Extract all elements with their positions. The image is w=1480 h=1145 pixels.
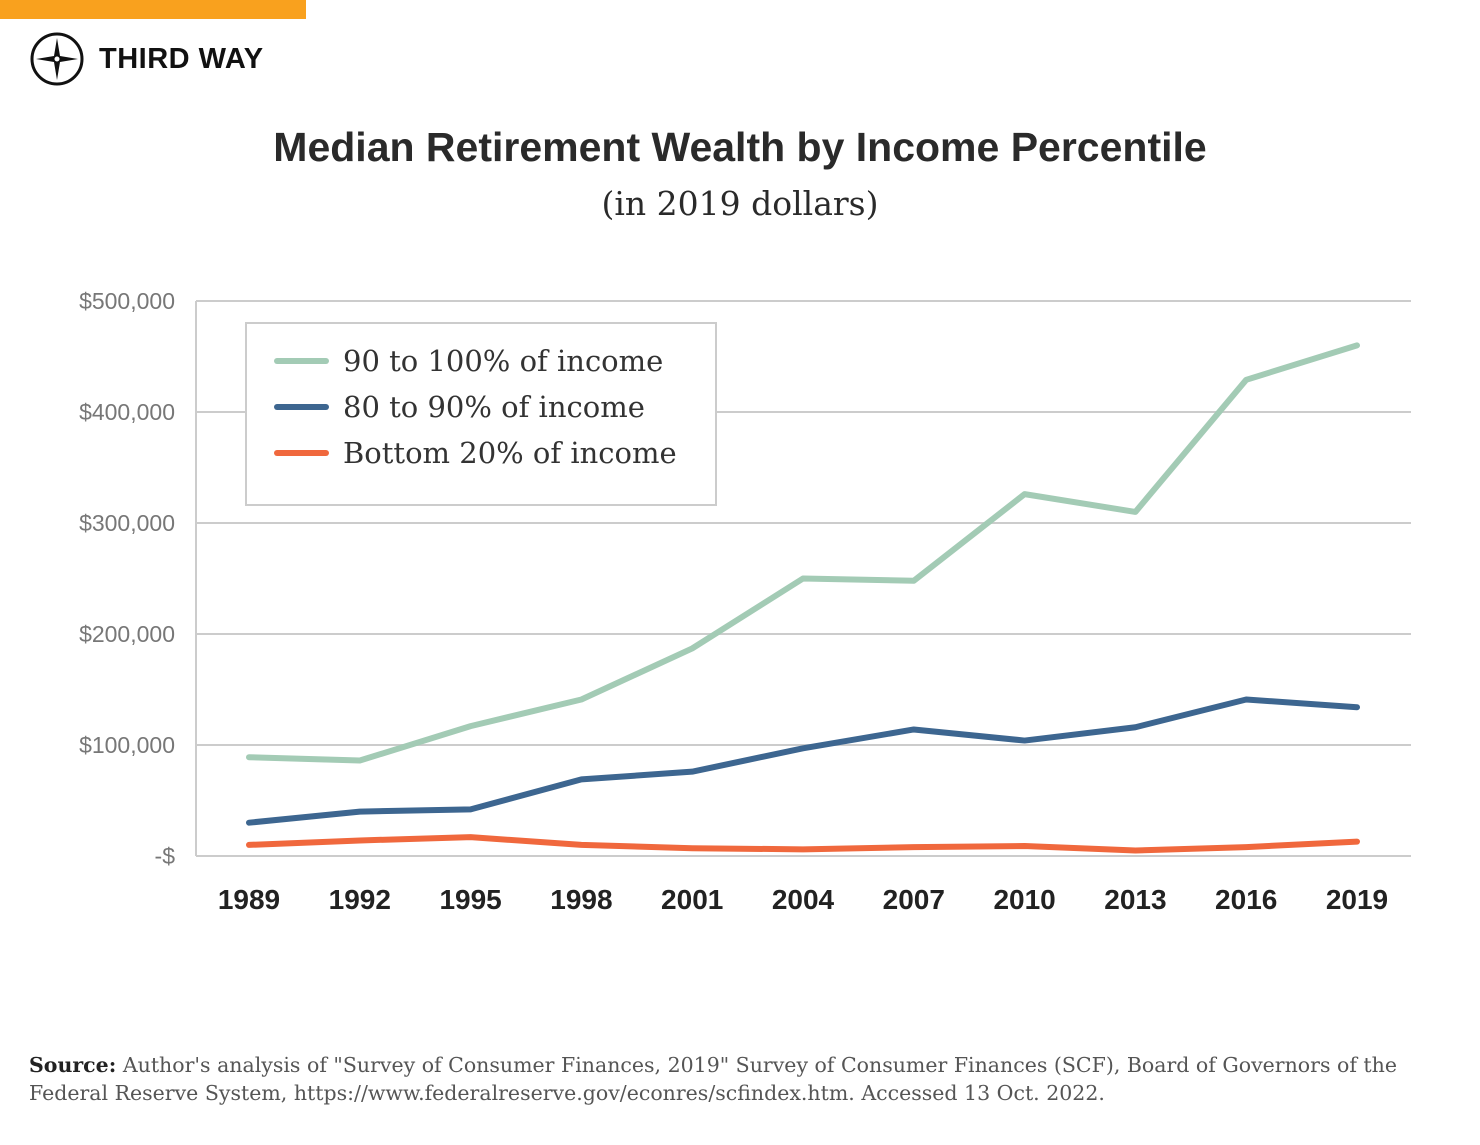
x-tick-label: 2019	[1326, 884, 1388, 915]
source-note: Source: Author's analysis of "Survey of …	[29, 1051, 1449, 1107]
y-tick-label: $200,000	[79, 621, 175, 647]
x-tick-label: 2016	[1215, 884, 1277, 915]
y-tick-label: $400,000	[79, 399, 175, 425]
source-text: Author's analysis of "Survey of Consumer…	[29, 1053, 1398, 1105]
y-tick-label: $500,000	[79, 288, 175, 314]
source-label: Source:	[29, 1053, 117, 1077]
x-tick-label: 1998	[550, 884, 612, 915]
x-tick-label: 2013	[1104, 884, 1166, 915]
logo-text: THIRD WAY	[99, 42, 264, 75]
x-tick-label: 1992	[329, 884, 391, 915]
x-tick-label: 2010	[993, 884, 1055, 915]
legend-label: 80 to 90% of income	[343, 390, 645, 424]
y-tick-label: -$	[155, 843, 176, 869]
compass-icon	[30, 32, 84, 86]
legend-label: Bottom 20% of income	[343, 436, 677, 470]
y-tick-label: $100,000	[79, 732, 175, 758]
brand-accent-bar	[0, 0, 306, 19]
logo: THIRD WAY	[29, 31, 264, 87]
x-tick-label: 2001	[661, 884, 723, 915]
legend-box	[245, 322, 717, 506]
x-tick-label: 2004	[772, 884, 835, 915]
chart-subtitle: (in 2019 dollars)	[601, 184, 879, 223]
x-tick-label: 1989	[218, 884, 280, 915]
y-tick-label: $300,000	[79, 510, 175, 536]
series-line-2	[246, 834, 1360, 854]
chart-title: Median Retirement Wealth by Income Perce…	[273, 124, 1207, 170]
x-tick-label: 2007	[883, 884, 945, 915]
x-tick-label: 1995	[439, 884, 501, 915]
legend-label: 90 to 100% of income	[343, 344, 663, 378]
series-line-1	[246, 696, 1360, 826]
